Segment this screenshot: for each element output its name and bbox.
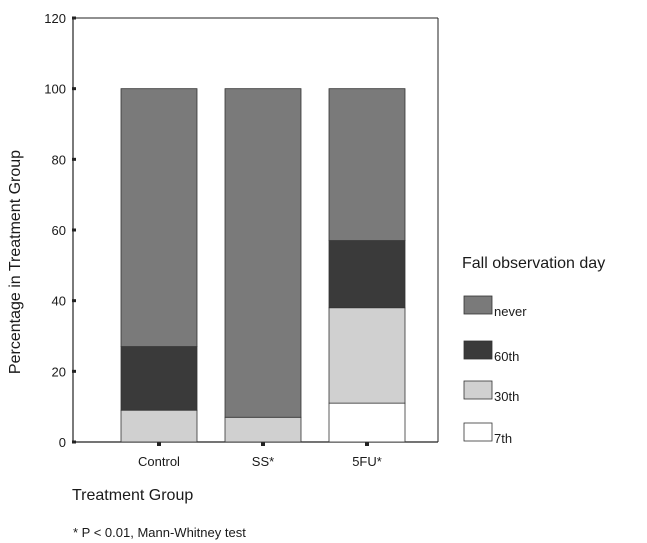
y-tick-label: 80 xyxy=(52,152,66,167)
x-axis: Control SS* 5FU* xyxy=(138,442,382,469)
x-tick-label: SS* xyxy=(252,454,274,469)
x-tick-mark xyxy=(365,442,369,446)
x-tick-mark xyxy=(261,442,265,446)
x-tick-label: Control xyxy=(138,454,180,469)
x-axis-title: Treatment Group xyxy=(72,487,193,504)
legend-title: Fall observation day xyxy=(462,255,605,272)
y-tick-label: 20 xyxy=(52,364,66,379)
y-tick-mark xyxy=(72,228,76,232)
y-tick-label: 40 xyxy=(52,294,66,309)
bar-never-0 xyxy=(120,88,198,347)
x-tick-label: 5FU* xyxy=(352,454,382,469)
legend-label-never: never xyxy=(494,304,527,319)
legend-swatch-7th xyxy=(463,422,493,442)
bar-60th-2 xyxy=(328,240,406,309)
y-tick-label: 100 xyxy=(44,82,66,97)
x-tick-mark xyxy=(157,442,161,446)
y-tick-label: 60 xyxy=(52,223,66,238)
legend: Fall observation day never 60th 30th 7th xyxy=(462,255,605,446)
y-tick-mark xyxy=(72,440,76,444)
legend-swatch-60th xyxy=(463,340,493,360)
bar-30th-2 xyxy=(328,307,406,404)
y-tick-label: 0 xyxy=(59,435,66,450)
y-tick-mark xyxy=(72,157,76,161)
legend-swatch-never xyxy=(463,295,493,315)
y-axis-title: Percentage in Treatment Group xyxy=(7,150,24,374)
bar-never-2 xyxy=(328,88,406,241)
y-axis: 0 20 40 60 80 100 120 xyxy=(44,11,76,450)
legend-label-60th: 60th xyxy=(494,349,519,364)
legend-label-7th: 7th xyxy=(494,431,512,446)
y-tick-label: 120 xyxy=(44,11,66,26)
y-tick-mark xyxy=(72,299,76,303)
bar-30th-0 xyxy=(120,409,198,443)
bar-30th-1 xyxy=(224,416,302,443)
bars xyxy=(120,88,406,443)
bar-7th-2 xyxy=(328,402,406,443)
legend-label-30th: 30th xyxy=(494,389,519,404)
bar-60th-0 xyxy=(120,346,198,411)
y-tick-mark xyxy=(72,369,76,373)
y-tick-mark xyxy=(72,16,76,20)
y-tick-mark xyxy=(72,87,76,91)
legend-swatch-30th xyxy=(463,380,493,400)
footnote: * P < 0.01, Mann-Whitney test xyxy=(73,525,246,540)
bar-never-1 xyxy=(224,88,302,418)
